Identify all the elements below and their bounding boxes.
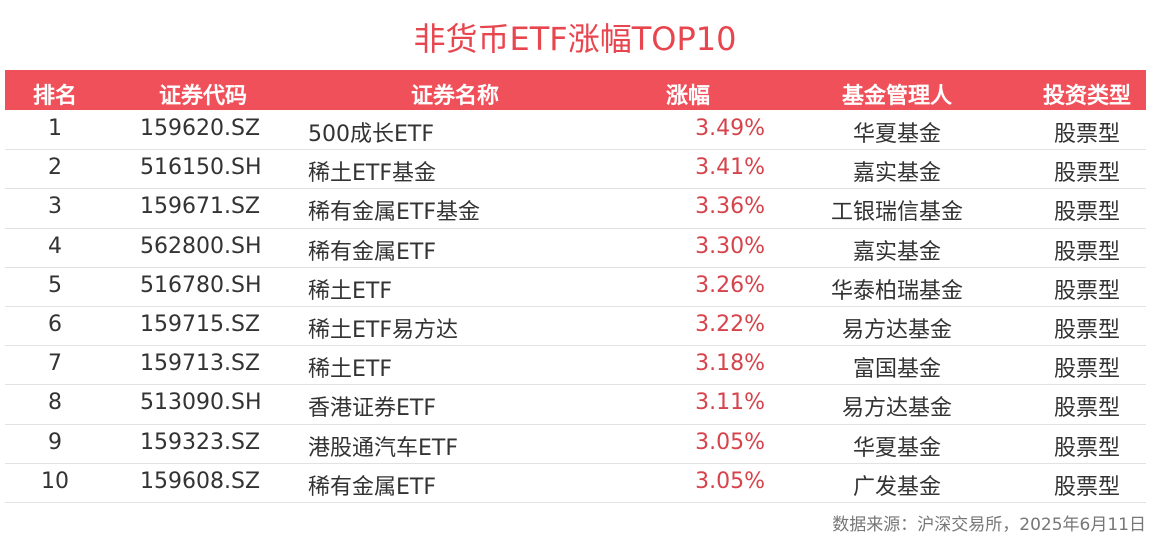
row-divider [5,266,1146,268]
table-cell: 3.11% [695,390,765,416]
table-cell: 3.26% [695,272,765,298]
table-cell: 股票型 [1053,200,1120,226]
source-note: 数据来源：沪深交易所，2025年6月11日 [832,515,1146,535]
table-cell: 3.22% [695,312,765,337]
table-cell: 4 [48,233,62,259]
table-cell: 159713.SZ [140,351,261,377]
table-cell: 513090.SH [140,390,262,416]
table-cell: 稀土ETF基金 [308,161,436,187]
table-cell: 516780.SH [140,272,262,298]
table-cell: 股票型 [1053,474,1120,500]
header-cell: 投资类型 [1042,84,1131,109]
table-cell: 股票型 [1053,435,1120,461]
table-cell: 159323.SZ [140,429,261,455]
table-cell: 嘉实基金 [852,239,941,265]
table-cell: 稀有金属ETF [308,239,436,265]
table-cell: 股票型 [1053,161,1120,187]
table-cell: 股票型 [1053,318,1120,343]
row-divider [5,502,1146,503]
table-cell: 1 [48,116,62,141]
table-cell: 3.41% [695,155,765,181]
table-cell: 3.30% [695,233,765,259]
table-cell: 嘉实基金 [852,161,941,187]
table-cell: 工银瑞信基金 [830,200,963,226]
table-cell: 华夏基金 [852,122,941,147]
table-cell: 稀土ETF [308,357,392,383]
header-bar [5,70,1146,110]
table-cell: 5 [48,272,62,298]
table-cell: 3.18% [695,351,765,377]
table-cell: 股票型 [1053,278,1120,304]
row-divider [5,345,1146,347]
table-cell: 159608.SZ [140,468,261,494]
table-cell: 3.05% [695,429,765,455]
row-divider [5,227,1146,229]
table-cell: 稀土ETF [308,278,392,304]
row-divider [5,149,1146,151]
table-cell: 港股通汽车ETF [308,435,458,461]
table-cell: 8 [48,390,62,416]
table-cell: 516150.SH [140,155,262,181]
row-divider [5,306,1146,307]
table-cell: 股票型 [1053,239,1120,265]
table-cell: 广发基金 [852,474,941,500]
table-cell: 稀有金属ETF基金 [308,200,480,226]
table-cell: 3.36% [695,194,765,220]
table-cell: 股票型 [1053,122,1120,147]
table-cell: 9 [48,429,62,455]
header-cell: 涨幅 [665,84,710,109]
table-cell: 股票型 [1053,357,1120,383]
header-cell: 基金管理人 [841,84,952,109]
table-cell: 500成长ETF [308,122,434,147]
table-cell: 10 [41,468,69,494]
table-cell: 6 [48,312,62,337]
table-cell: 159620.SZ [140,116,261,141]
table-cell: 股票型 [1053,396,1120,422]
table-cell: 3.49% [695,116,765,141]
table-cell: 华夏基金 [852,435,941,461]
header-cell: 证券名称 [410,84,499,109]
table-cell: 159671.SZ [140,194,261,220]
table-cell: 3 [48,194,62,220]
table-cell: 159715.SZ [140,312,261,337]
table-cell: 富国基金 [852,357,941,383]
table-cell: 稀有金属ETF [308,474,436,500]
table-cell: 2 [48,155,62,181]
row-divider [5,188,1146,190]
row-divider [5,423,1146,425]
table-cell: 香港证券ETF [308,396,436,422]
title: 非货币ETF涨幅TOP10 [413,20,737,58]
header-cell: 排名 [32,84,77,109]
table-cell: 3.05% [695,468,765,494]
header-cell: 证券代码 [158,84,247,109]
table-cell: 7 [48,351,62,377]
row-divider [5,462,1146,464]
row-divider [5,384,1146,386]
table-cell: 562800.SH [140,233,262,259]
table-cell: 易方达基金 [841,318,952,343]
table-cell: 稀土ETF易方达 [308,318,458,343]
table-cell: 华泰柏瑞基金 [830,278,963,304]
table-cell: 易方达基金 [841,396,952,422]
